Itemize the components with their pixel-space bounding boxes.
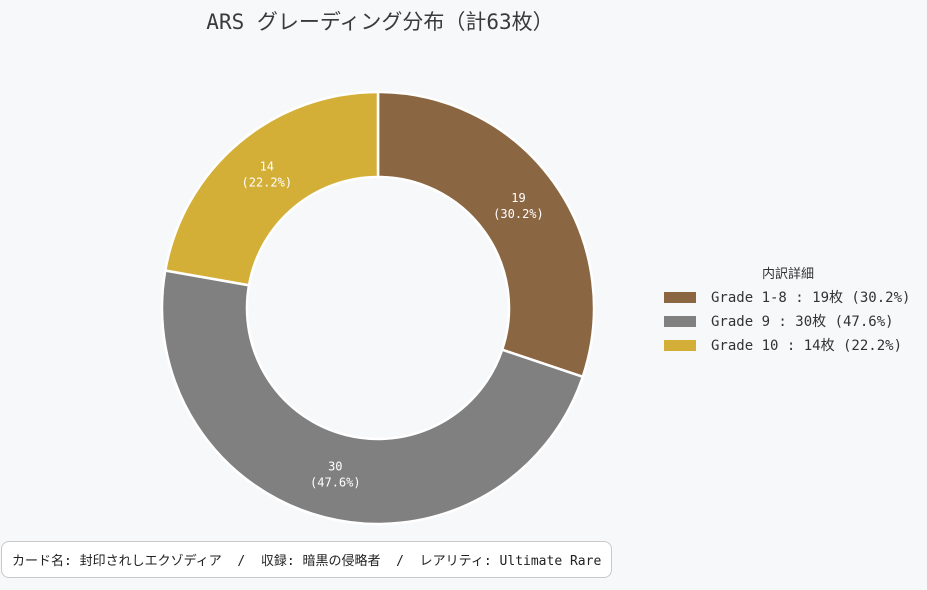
slice-label-grade-1-8: 19 (30.2%) (493, 191, 544, 221)
legend-swatch-grade-9 (664, 315, 696, 327)
legend-label-grade-9: Grade 9 : 30枚 (47.6%) (711, 314, 894, 330)
card-info-box: カード名: 封印されしエクゾディア / 収録: 暗黒の侵略者 / レアリティ: … (1, 541, 613, 578)
legend-title: 内訳詳細 (761, 267, 814, 282)
slice-grade-10 (164, 90, 380, 287)
slice-label-grade-9: 30 (47.6%) (310, 460, 361, 490)
legend-label-grade-1-8: Grade 1-8 : 19枚 (30.2%) (711, 290, 911, 306)
legend-entry-grade-10: Grade 10 : 14枚 (22.2%) (664, 333, 924, 357)
chart-title: ARS グレーディング分布（計63枚） (206, 10, 554, 34)
legend-swatch-grade-1-8 (664, 291, 696, 303)
slice-grade-9 (160, 269, 585, 526)
legend-swatch-grade-10 (664, 339, 696, 351)
legend: 内訳詳細 Grade 1-8 : 19枚 (30.2%) Grade 9 : 3… (664, 263, 924, 357)
legend-entry-grade-9: Grade 9 : 30枚 (47.6%) (664, 309, 924, 333)
legend-entry-grade-1-8: Grade 1-8 : 19枚 (30.2%) (664, 285, 924, 309)
slice-grade-1-8 (376, 90, 596, 379)
slice-label-grade-10: 14 (22.2%) (242, 159, 293, 189)
legend-label-grade-10: Grade 10 : 14枚 (22.2%) (711, 338, 903, 354)
